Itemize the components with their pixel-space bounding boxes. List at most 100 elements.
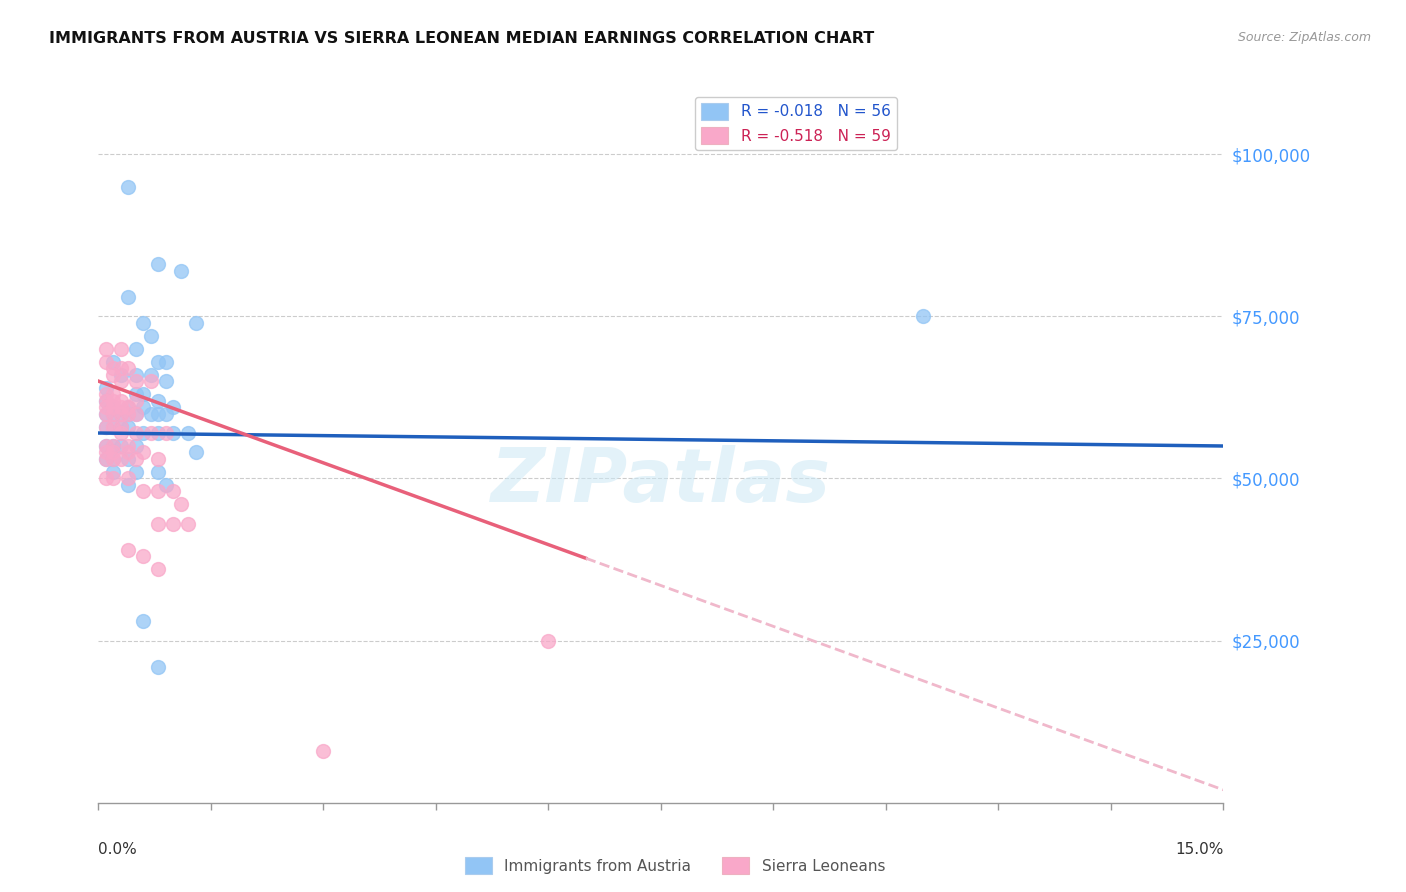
Point bbox=[912, 310, 935, 324]
Point bbox=[170, 497, 193, 511]
Point bbox=[117, 478, 139, 492]
Point bbox=[110, 407, 132, 421]
Point bbox=[103, 465, 125, 479]
Point bbox=[103, 407, 125, 421]
Point bbox=[94, 419, 117, 434]
Point bbox=[94, 445, 117, 459]
Point bbox=[125, 452, 148, 467]
Point bbox=[132, 445, 155, 459]
Point bbox=[148, 257, 170, 271]
Point bbox=[139, 368, 162, 382]
Point bbox=[125, 393, 148, 408]
Point bbox=[117, 452, 139, 467]
Point bbox=[125, 425, 148, 440]
Point bbox=[132, 484, 155, 499]
Point bbox=[110, 342, 132, 356]
Point bbox=[148, 393, 170, 408]
Point bbox=[103, 354, 125, 368]
Point bbox=[94, 452, 117, 467]
Point bbox=[94, 452, 117, 467]
Point bbox=[110, 393, 132, 408]
Point bbox=[125, 465, 148, 479]
Point bbox=[94, 407, 117, 421]
Point bbox=[162, 484, 184, 499]
Point bbox=[155, 478, 177, 492]
Point bbox=[184, 316, 207, 330]
Point bbox=[110, 439, 132, 453]
Point bbox=[94, 419, 117, 434]
Point bbox=[103, 368, 125, 382]
Point bbox=[177, 516, 200, 531]
Point bbox=[117, 179, 139, 194]
Point bbox=[110, 374, 132, 388]
Point bbox=[110, 368, 132, 382]
Point bbox=[110, 407, 132, 421]
Point bbox=[139, 328, 162, 343]
Point bbox=[117, 471, 139, 485]
Point bbox=[132, 387, 155, 401]
Point bbox=[103, 419, 125, 434]
Point bbox=[148, 659, 170, 673]
Point bbox=[94, 387, 117, 401]
Point bbox=[103, 387, 125, 401]
Point bbox=[117, 439, 139, 453]
Point bbox=[117, 400, 139, 414]
Legend: R = -0.018   N = 56, R = -0.518   N = 59: R = -0.018 N = 56, R = -0.518 N = 59 bbox=[695, 97, 897, 150]
Point bbox=[110, 419, 132, 434]
Point bbox=[103, 393, 125, 408]
Point bbox=[94, 393, 117, 408]
Point bbox=[103, 471, 125, 485]
Point bbox=[125, 342, 148, 356]
Point bbox=[177, 425, 200, 440]
Point bbox=[103, 361, 125, 376]
Point bbox=[94, 407, 117, 421]
Point bbox=[155, 374, 177, 388]
Point bbox=[170, 264, 193, 278]
Point bbox=[125, 407, 148, 421]
Point bbox=[103, 452, 125, 467]
Point bbox=[94, 439, 117, 453]
Point bbox=[125, 439, 148, 453]
Point bbox=[110, 425, 132, 440]
Point bbox=[132, 549, 155, 564]
Text: 15.0%: 15.0% bbox=[1175, 842, 1223, 857]
Point bbox=[148, 407, 170, 421]
Point bbox=[110, 400, 132, 414]
Point bbox=[117, 290, 139, 304]
Point bbox=[125, 407, 148, 421]
Point bbox=[132, 316, 155, 330]
Point bbox=[94, 471, 117, 485]
Point bbox=[537, 633, 560, 648]
Point bbox=[125, 374, 148, 388]
Point bbox=[117, 445, 139, 459]
Point bbox=[94, 400, 117, 414]
Point bbox=[94, 439, 117, 453]
Point bbox=[162, 400, 184, 414]
Point bbox=[162, 425, 184, 440]
Point bbox=[94, 342, 117, 356]
Point bbox=[148, 484, 170, 499]
Point bbox=[117, 407, 139, 421]
Point bbox=[117, 419, 139, 434]
Point bbox=[103, 419, 125, 434]
Point bbox=[162, 516, 184, 531]
Point bbox=[139, 425, 162, 440]
Point bbox=[94, 393, 117, 408]
Point bbox=[103, 400, 125, 414]
Point bbox=[125, 387, 148, 401]
Point bbox=[110, 419, 132, 434]
Point bbox=[117, 400, 139, 414]
Point bbox=[155, 354, 177, 368]
Text: IMMIGRANTS FROM AUSTRIA VS SIERRA LEONEAN MEDIAN EARNINGS CORRELATION CHART: IMMIGRANTS FROM AUSTRIA VS SIERRA LEONEA… bbox=[49, 31, 875, 46]
Point bbox=[312, 744, 335, 758]
Point bbox=[110, 361, 132, 376]
Point bbox=[117, 407, 139, 421]
Point bbox=[117, 542, 139, 557]
Point bbox=[148, 516, 170, 531]
Point bbox=[155, 425, 177, 440]
Point bbox=[125, 368, 148, 382]
Point bbox=[184, 445, 207, 459]
Point bbox=[148, 425, 170, 440]
Point bbox=[155, 407, 177, 421]
Point bbox=[132, 400, 155, 414]
